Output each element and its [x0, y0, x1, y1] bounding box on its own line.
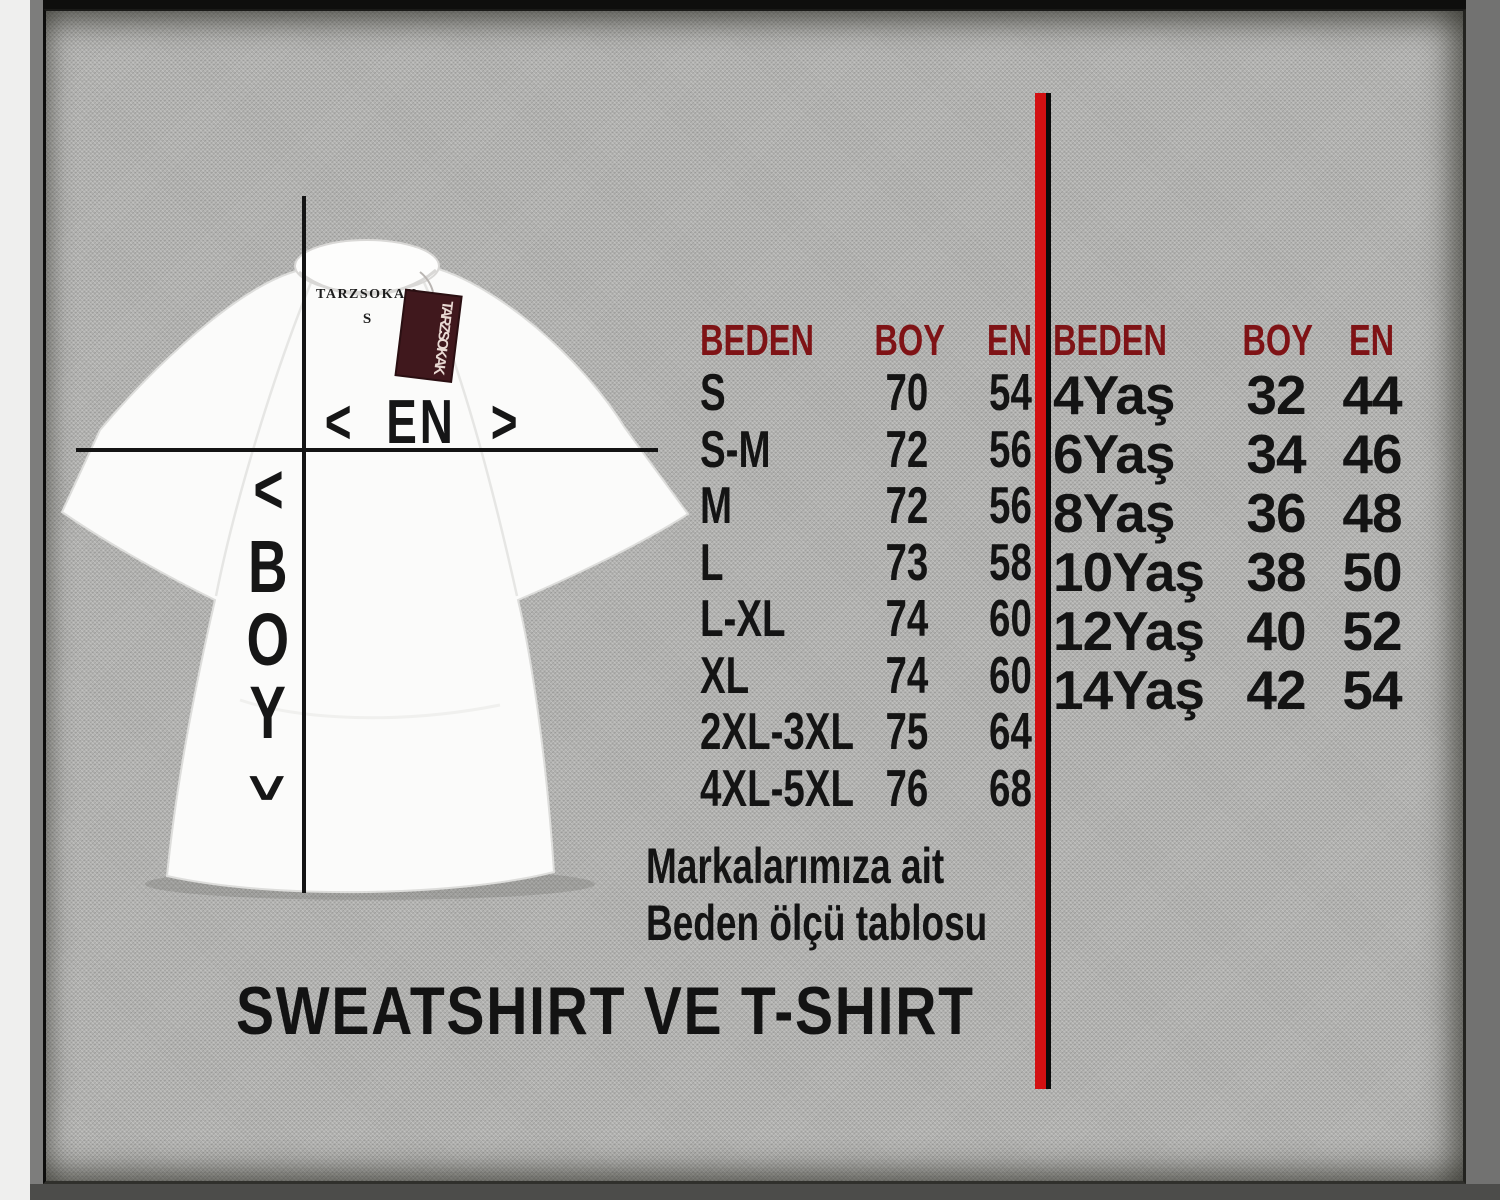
adult-row-size: L	[700, 533, 724, 592]
length-label-boy: < B O Y >	[232, 450, 304, 813]
boy-letter-o: O	[246, 598, 290, 681]
collar-front-seam	[298, 268, 437, 296]
adult-header-en: EN	[986, 316, 1032, 365]
collar	[294, 239, 440, 293]
adult-row-size: S	[700, 364, 726, 423]
kids-row-en: 52	[1342, 599, 1402, 662]
raglan-seam-left	[214, 279, 314, 597]
tshirt-body	[60, 266, 690, 894]
kids-row-boy: 42	[1246, 658, 1306, 721]
adult-row-boy: 75	[885, 703, 929, 762]
kids-row-boy: 34	[1246, 422, 1306, 485]
adult-header-boy: BOY	[874, 316, 945, 365]
adult-row-size: M	[700, 477, 733, 536]
en-arrow-left: <	[324, 388, 352, 457]
caption-line1: Markalarımıza ait	[646, 838, 945, 894]
kids-row-en: 54	[1342, 658, 1402, 721]
adult-row-en: 56	[989, 477, 1032, 536]
adult-row-boy: 72	[885, 420, 929, 479]
kids-row-en: 44	[1342, 363, 1402, 426]
length-measure-line	[302, 196, 306, 893]
adult-header-beden: BEDEN	[700, 316, 814, 365]
kids-row-size: 10Yaş	[1053, 540, 1205, 603]
kids-header-beden: BEDEN	[1053, 316, 1167, 365]
kids-row-en: 50	[1342, 540, 1402, 603]
tag-string	[419, 271, 434, 293]
adult-row-en: 56	[989, 420, 1032, 479]
adult-row-size: 4XL-5XL	[700, 759, 854, 818]
frame-bottom-edge	[30, 1184, 1500, 1200]
kids-row-boy: 40	[1246, 599, 1306, 662]
brand-caption: Markalarımıza ait Beden ölçü tablosu	[646, 838, 1107, 952]
adult-row-boy: 72	[885, 477, 929, 536]
width-label-en: < EN >	[306, 388, 536, 457]
adult-row-en: 54	[989, 364, 1032, 423]
frame-top-edge	[30, 0, 1500, 9]
adult-row-en: 58	[989, 533, 1032, 592]
boy-letter-y: Y	[249, 671, 287, 754]
neck-size-text: S	[363, 311, 371, 327]
en-text: EN	[386, 388, 456, 457]
kids-header-boy: BOY	[1242, 316, 1313, 365]
boy-arrow-bottom: >	[232, 774, 304, 802]
kids-row-en: 48	[1342, 481, 1402, 544]
adult-row-en: 60	[989, 590, 1032, 649]
adult-row-boy: 74	[885, 646, 929, 705]
adult-row-boy: 74	[885, 590, 929, 649]
kids-row-size: 8Yaş	[1053, 481, 1175, 544]
kids-row-en: 46	[1342, 422, 1402, 485]
adult-row-size: XL	[700, 646, 750, 705]
adult-row-en: 60	[989, 646, 1032, 705]
adult-row-size: S-M	[700, 420, 771, 479]
body-wrinkle	[239, 698, 501, 720]
adult-row-boy: 70	[885, 364, 929, 423]
adult-row-en: 68	[989, 759, 1032, 818]
kids-row-boy: 38	[1246, 540, 1306, 603]
adult-row-en: 64	[989, 703, 1032, 762]
frame-right-edge	[1466, 0, 1500, 1200]
kids-row-size: 12Yaş	[1053, 599, 1205, 662]
adult-size-table: BEDEN BOY EN S 70 54 S-M 72 56 M 72 56 L…	[700, 316, 1032, 818]
adult-row-boy: 76	[885, 759, 929, 818]
width-measure-line	[76, 448, 658, 452]
en-arrow-right: >	[490, 388, 518, 457]
neck-brand-text: TARZSOKAK	[316, 287, 418, 302]
hang-tag: TARZSOKAK	[394, 288, 463, 384]
page-title: SWEATSHIRT VE T-SHIRT	[236, 973, 975, 1049]
kids-row-size: 6Yaş	[1053, 422, 1175, 485]
adult-row-boy: 73	[885, 533, 929, 592]
boy-arrow-top: <	[252, 450, 284, 528]
kids-row-size: 14Yaş	[1053, 658, 1205, 721]
boy-letter-b: B	[248, 525, 288, 608]
adult-row-size: L-XL	[700, 590, 786, 649]
section-divider-black	[1046, 93, 1051, 1089]
kids-row-size: 4Yaş	[1053, 363, 1175, 426]
kids-row-boy: 32	[1246, 363, 1306, 426]
frame-left-edge	[30, 0, 43, 1200]
section-divider-red	[1035, 93, 1046, 1089]
caption-line2: Beden ölçü tablosu	[646, 895, 988, 951]
kids-row-boy: 36	[1246, 481, 1306, 544]
kids-header-en: EN	[1349, 316, 1395, 365]
left-wall-strip	[0, 0, 30, 1200]
kids-size-table: BEDEN BOY EN 4Yaş 32 44 6Yaş 34 46 8Yaş …	[1053, 316, 1422, 721]
adult-row-size: 2XL-3XL	[700, 703, 854, 762]
tshirt-illustration: TARZSOKAK S TARZSOKAK	[60, 239, 690, 900]
